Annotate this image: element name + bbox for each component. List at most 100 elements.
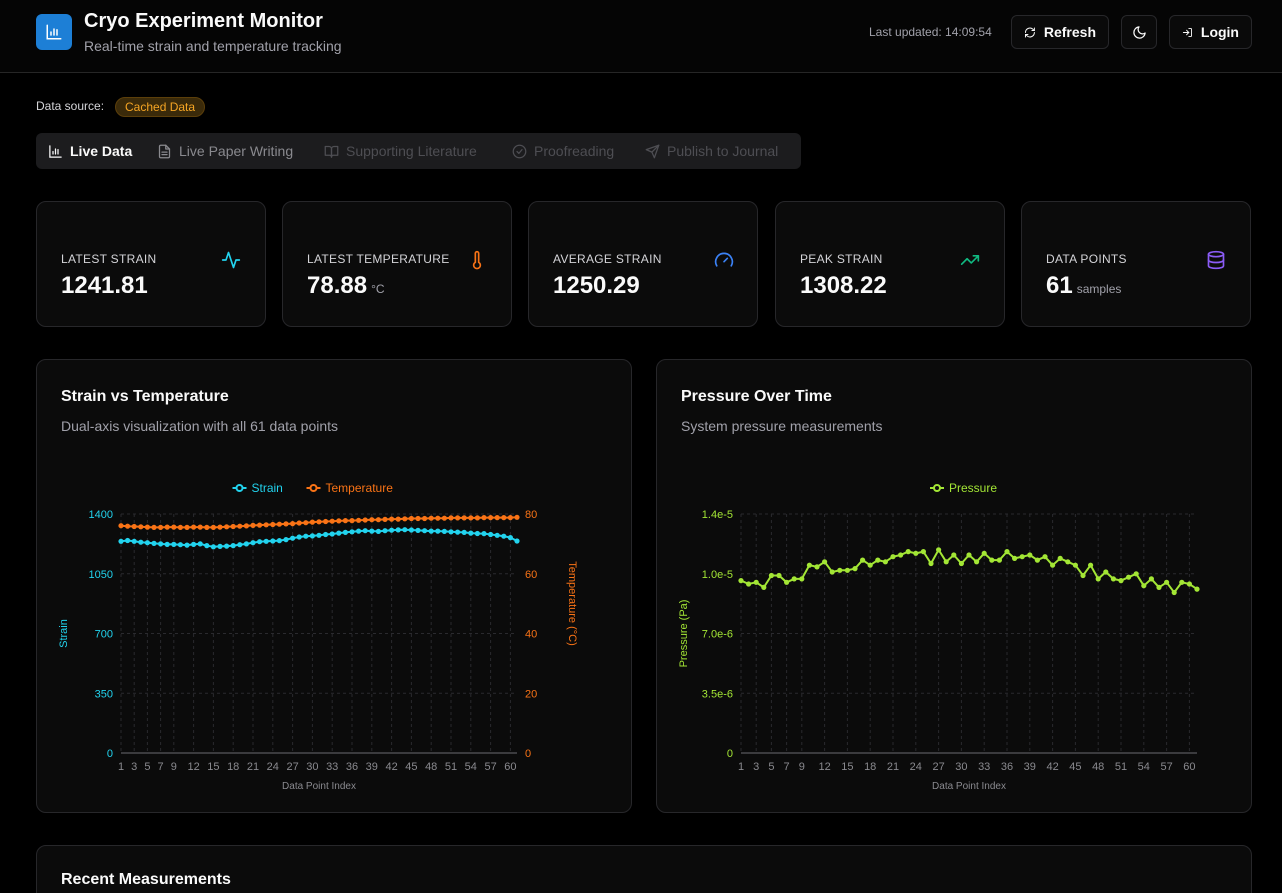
data-point-pressure xyxy=(1019,554,1025,560)
thermometer-icon xyxy=(472,250,482,270)
data-point-pressure xyxy=(1095,576,1101,582)
y-axis-label: Pressure (Pa) xyxy=(678,600,690,668)
data-point-temperature xyxy=(422,515,428,522)
data-point-pressure xyxy=(1179,579,1185,585)
x-tick-label: 18 xyxy=(227,761,239,773)
data-point-strain xyxy=(375,528,381,534)
data-point-temperature xyxy=(408,515,414,522)
panel-title: Strain vs Temperature xyxy=(61,388,229,405)
data-point-temperature xyxy=(349,518,355,524)
data-point-pressure xyxy=(1133,571,1139,577)
data-point-temperature xyxy=(494,515,500,521)
data-point-strain xyxy=(441,528,447,534)
data-point-strain xyxy=(356,528,362,534)
x-tick-label: 7 xyxy=(784,761,790,773)
data-point-pressure xyxy=(1148,576,1154,582)
data-point-strain xyxy=(184,542,190,548)
x-tick-label: 24 xyxy=(267,761,279,773)
data-point-strain xyxy=(336,530,342,536)
data-point-strain xyxy=(158,541,164,547)
data-point-pressure xyxy=(776,572,782,579)
data-point-pressure xyxy=(875,557,881,563)
data-point-pressure xyxy=(974,559,980,565)
data-point-strain xyxy=(290,535,296,541)
data-point-pressure xyxy=(1034,557,1040,563)
login-button[interactable]: Login xyxy=(1169,15,1252,49)
data-point-strain xyxy=(468,530,474,536)
data-point-strain xyxy=(125,537,131,544)
stat-number: 1308.22 xyxy=(800,272,887,299)
stat-unit: samples xyxy=(1076,282,1122,296)
gauge-icon xyxy=(714,252,734,267)
stat-label: LATEST TEMPERATURE xyxy=(307,252,450,266)
refresh-button[interactable]: Refresh xyxy=(1011,15,1109,49)
data-point-pressure xyxy=(1065,559,1071,565)
stat-label: AVERAGE STRAIN xyxy=(553,252,662,266)
stat-value: 1250.29 xyxy=(553,272,640,300)
stat-card-average-strain: AVERAGE STRAIN 1250.29 xyxy=(528,201,758,327)
login-label: Login xyxy=(1200,24,1239,40)
tab-label: Proofreading xyxy=(534,143,615,159)
data-point-strain xyxy=(362,528,368,534)
x-tick-label: 21 xyxy=(247,761,259,773)
data-point-temperature xyxy=(441,515,447,521)
data-point-pressure xyxy=(799,576,805,582)
tab-supporting-literature[interactable]: Supporting Literature xyxy=(324,137,477,165)
strain-temperature-panel: Strain vs Temperature Dual-axis visualiz… xyxy=(36,359,632,813)
x-tick-label: 48 xyxy=(425,761,437,773)
activity-icon xyxy=(221,251,241,269)
data-point-temperature xyxy=(184,524,190,530)
data-point-strain xyxy=(204,543,210,549)
data-point-pressure xyxy=(738,578,744,584)
x-tick-label: 12 xyxy=(818,761,830,773)
data-point-strain xyxy=(276,538,282,544)
data-point-temperature xyxy=(468,515,474,521)
data-point-pressure xyxy=(936,547,942,553)
stat-card-latest-strain: LATEST STRAIN 1241.81 xyxy=(36,201,266,327)
data-point-temperature xyxy=(362,517,368,523)
x-tick-label: 5 xyxy=(768,761,774,773)
data-point-temperature xyxy=(250,522,256,528)
app-title: Cryo Experiment Monitor xyxy=(84,10,323,32)
y-right-tick-label: 20 xyxy=(525,688,537,700)
x-tick-label: 5 xyxy=(144,761,150,773)
data-point-pressure xyxy=(1186,581,1192,587)
y-right-tick-label: 60 xyxy=(525,569,537,581)
x-tick-label: 45 xyxy=(1069,761,1081,773)
data-point-pressure xyxy=(1012,555,1018,561)
x-tick-label: 30 xyxy=(955,761,967,773)
app-header: Cryo Experiment Monitor Real-time strain… xyxy=(0,0,1282,73)
main-tabs: Live Data Live Paper Writing Supporting … xyxy=(36,133,801,169)
y-right-axis-label: Temperature (°C) xyxy=(566,561,578,645)
data-point-temperature xyxy=(336,518,342,524)
theme-toggle-button[interactable] xyxy=(1121,15,1157,49)
data-point-temperature xyxy=(329,518,335,524)
data-point-pressure xyxy=(920,549,926,555)
data-point-pressure xyxy=(784,579,790,585)
data-point-temperature xyxy=(474,515,480,521)
x-axis-label: Data Point Index xyxy=(282,781,356,792)
data-point-temperature xyxy=(230,523,236,530)
data-point-temperature xyxy=(428,515,434,521)
last-updated-text: Last updated: 14:09:54 xyxy=(869,25,992,39)
tab-live-paper-writing[interactable]: Live Paper Writing xyxy=(157,137,293,165)
tab-proofreading[interactable]: Proofreading xyxy=(512,137,614,165)
data-point-pressure xyxy=(761,584,767,590)
data-point-pressure xyxy=(822,559,828,565)
data-point-temperature xyxy=(263,522,269,528)
data-point-pressure xyxy=(753,579,759,585)
data-point-strain xyxy=(303,533,309,539)
data-point-strain xyxy=(224,543,230,549)
stat-value: 61 samples xyxy=(1046,272,1121,300)
stat-unit: °C xyxy=(371,282,385,296)
x-tick-label: 24 xyxy=(910,761,922,773)
x-tick-label: 60 xyxy=(1183,761,1195,773)
tab-publish-to-journal[interactable]: Publish to Journal xyxy=(645,137,778,165)
data-point-strain xyxy=(316,532,322,538)
data-point-temperature xyxy=(290,521,296,527)
data-point-temperature xyxy=(177,524,183,530)
x-tick-label: 3 xyxy=(131,761,137,773)
tab-live-data[interactable]: Live Data xyxy=(48,137,132,165)
data-point-pressure xyxy=(1118,578,1124,584)
data-point-pressure xyxy=(867,562,873,568)
